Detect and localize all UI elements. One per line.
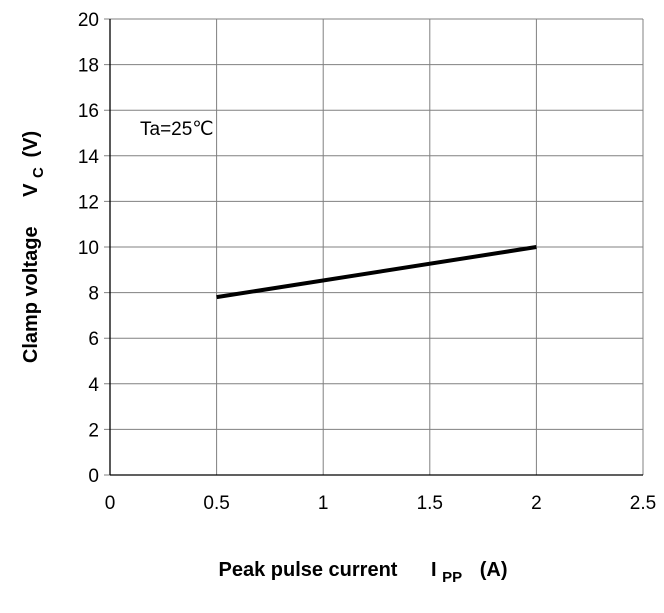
y-tick-label-10: 20 bbox=[78, 10, 99, 31]
y-tick-label-1: 2 bbox=[88, 420, 99, 441]
x-tick-label-0: 0 bbox=[105, 493, 116, 514]
x-tick-label-5: 2.5 bbox=[630, 493, 656, 514]
y-axis-title-text: Clamp voltage bbox=[20, 226, 42, 363]
y-axis-symbol: V bbox=[20, 183, 42, 197]
y-tick-label-4: 8 bbox=[88, 284, 99, 305]
x-tick-label-3: 1.5 bbox=[417, 493, 443, 514]
x-axis-title-text: Peak pulse current bbox=[219, 559, 398, 581]
x-tick-label-4: 2 bbox=[531, 493, 542, 514]
y-tick-label-0: 0 bbox=[88, 466, 99, 487]
y-axis-title: Clamp voltage V C (V) bbox=[20, 131, 48, 363]
y-tick-labels: 0 2 4 6 8 10 12 14 16 18 20 bbox=[78, 10, 100, 487]
series-line-0 bbox=[216, 245, 537, 300]
y-axis-symbol-sub: C bbox=[30, 167, 47, 178]
y-tick-label-5: 10 bbox=[78, 238, 99, 259]
y-tick-label-8: 16 bbox=[78, 101, 99, 122]
x-axis-unit: (A) bbox=[480, 559, 508, 581]
x-axis-title: Peak pulse current I PP (A) bbox=[219, 559, 508, 587]
y-tick-label-7: 14 bbox=[78, 147, 100, 168]
axes bbox=[109, 19, 643, 476]
x-axis-symbol-sub: PP bbox=[442, 569, 462, 586]
x-axis-symbol: I bbox=[431, 559, 437, 581]
y-tick-label-2: 4 bbox=[88, 375, 99, 396]
series-group bbox=[216, 245, 537, 300]
y-tick-label-3: 6 bbox=[88, 329, 99, 350]
annotation-temperature: Ta=25℃ bbox=[140, 119, 214, 140]
y-axis-unit: (V) bbox=[20, 131, 42, 158]
grid-lines bbox=[104, 18, 644, 476]
x-tick-label-1: 0.5 bbox=[203, 493, 229, 514]
x-tick-labels: 0 0.5 1 1.5 2 2.5 bbox=[105, 493, 657, 514]
x-tick-label-2: 1 bbox=[318, 493, 329, 514]
y-tick-label-6: 12 bbox=[78, 192, 99, 213]
y-tick-label-9: 18 bbox=[78, 56, 99, 77]
